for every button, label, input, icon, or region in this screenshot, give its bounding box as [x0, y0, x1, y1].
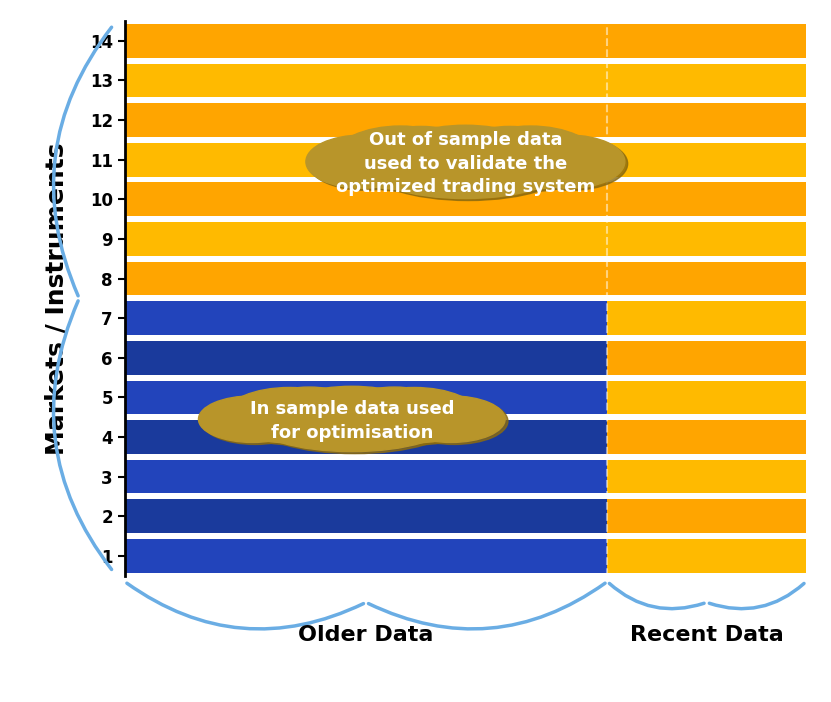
Ellipse shape	[199, 396, 307, 442]
Ellipse shape	[365, 126, 477, 177]
Text: Out of sample data
used to validate the
optimized trading system: Out of sample data used to validate the …	[336, 131, 595, 197]
Ellipse shape	[365, 131, 572, 201]
Ellipse shape	[464, 126, 597, 190]
Bar	[125, 301, 607, 335]
Ellipse shape	[397, 396, 505, 442]
Bar	[125, 341, 806, 375]
Ellipse shape	[225, 388, 353, 443]
Bar	[125, 301, 806, 335]
Ellipse shape	[395, 127, 542, 184]
Bar	[125, 380, 607, 414]
Bar	[125, 64, 806, 98]
Ellipse shape	[513, 135, 625, 188]
Ellipse shape	[467, 128, 600, 192]
Bar	[125, 143, 806, 176]
Bar	[125, 222, 806, 256]
Bar	[125, 341, 607, 375]
Bar	[125, 420, 607, 453]
Ellipse shape	[309, 137, 421, 190]
Ellipse shape	[258, 389, 366, 433]
Ellipse shape	[515, 137, 627, 190]
Bar	[125, 24, 806, 58]
Text: Older Data: Older Data	[298, 625, 434, 645]
Ellipse shape	[400, 398, 508, 444]
Ellipse shape	[353, 390, 481, 445]
Ellipse shape	[229, 390, 356, 445]
Bar	[125, 460, 806, 494]
Ellipse shape	[351, 388, 478, 443]
Ellipse shape	[283, 388, 425, 438]
Y-axis label: Markets / Instruments: Markets / Instruments	[45, 142, 69, 455]
Bar	[125, 499, 607, 533]
Ellipse shape	[255, 387, 363, 432]
Ellipse shape	[281, 386, 423, 436]
Ellipse shape	[362, 128, 568, 199]
Ellipse shape	[201, 398, 309, 444]
Bar	[125, 499, 806, 533]
Bar	[125, 420, 806, 453]
Ellipse shape	[368, 128, 480, 179]
Bar	[125, 539, 607, 573]
Ellipse shape	[456, 128, 568, 179]
Bar	[125, 183, 806, 216]
Ellipse shape	[454, 126, 566, 177]
Text: In sample data used
for optimisation: In sample data used for optimisation	[249, 400, 454, 442]
Ellipse shape	[337, 128, 470, 192]
Bar	[125, 262, 806, 296]
Bar	[125, 380, 806, 414]
Ellipse shape	[255, 392, 454, 453]
Ellipse shape	[253, 390, 451, 451]
Bar	[125, 539, 806, 573]
Ellipse shape	[334, 126, 467, 190]
Ellipse shape	[343, 389, 451, 433]
Bar	[125, 460, 607, 494]
Ellipse shape	[341, 387, 449, 432]
Ellipse shape	[306, 135, 418, 188]
Text: Recent Data: Recent Data	[630, 625, 784, 645]
Bar	[125, 103, 806, 137]
Ellipse shape	[391, 125, 539, 183]
